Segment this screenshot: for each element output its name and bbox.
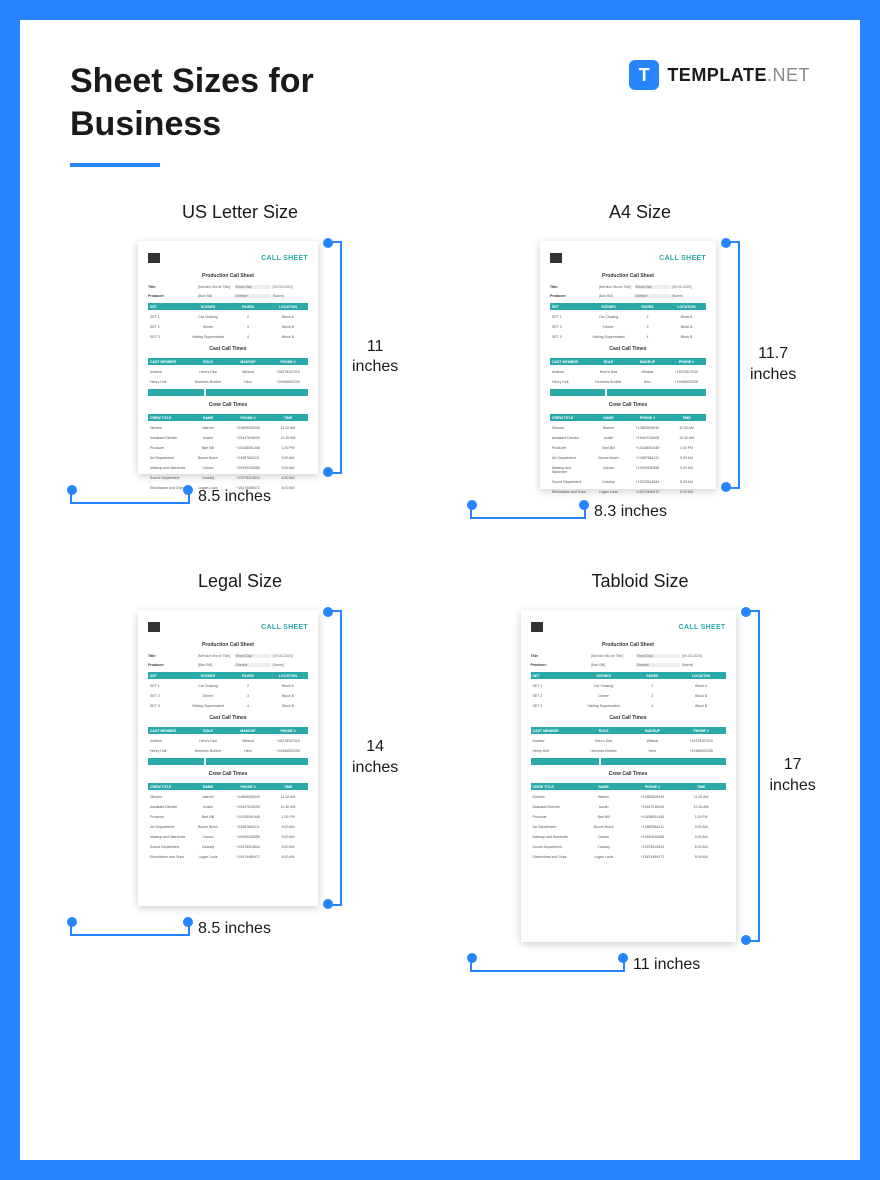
- header: Sheet Sizes forBusiness T TEMPLATE.NET: [70, 60, 810, 167]
- sheet-preview: CALL SHEETProduction Call SheetTitle:[Me…: [138, 241, 318, 474]
- width-label: 8.5 inches: [198, 920, 271, 938]
- brand-logo: T TEMPLATE.NET: [629, 60, 810, 90]
- sheet-preview: CALL SHEETProduction Call SheetTitle:[Me…: [521, 610, 736, 942]
- sheet-size-name: Tabloid Size: [591, 571, 688, 592]
- width-dimension: 11 inches: [470, 956, 700, 974]
- sheet-item: Legal Size CALL SHEETProduction Call She…: [70, 571, 410, 974]
- height-label: 11inches: [348, 337, 402, 379]
- sheet-item: Tabloid Size CALL SHEETProduction Call S…: [470, 571, 810, 974]
- brand-icon: T: [629, 60, 659, 90]
- height-dimension: 14inches: [328, 610, 342, 906]
- title-underline: [70, 163, 160, 167]
- title-block: Sheet Sizes forBusiness: [70, 60, 314, 167]
- sheet-preview: CALL SHEETProduction Call SheetTitle:[Me…: [138, 610, 318, 906]
- height-label: 17inches: [766, 755, 820, 797]
- brand-suffix: .NET: [767, 65, 810, 85]
- height-dimension: 11inches: [328, 241, 342, 474]
- sheet-size-name: US Letter Size: [182, 202, 298, 223]
- width-label: 11 inches: [633, 956, 700, 974]
- height-label: 11.7inches: [746, 344, 800, 386]
- width-dimension: 8.3 inches: [470, 503, 667, 521]
- sheet-item: A4 Size CALL SHEETProduction Call SheetT…: [470, 202, 810, 521]
- width-label: 8.5 inches: [198, 488, 271, 506]
- sheet-preview: CALL SHEETProduction Call SheetTitle:[Me…: [540, 241, 716, 489]
- sheet-size-name: A4 Size: [609, 202, 671, 223]
- sheet-size-name: Legal Size: [198, 571, 282, 592]
- sheets-grid: US Letter Size CALL SHEETProduction Call…: [70, 202, 810, 974]
- height-label: 14inches: [348, 737, 402, 779]
- width-dimension: 8.5 inches: [70, 920, 271, 938]
- infographic-frame: Sheet Sizes forBusiness T TEMPLATE.NET U…: [20, 20, 860, 1160]
- width-label: 8.3 inches: [594, 503, 667, 521]
- height-dimension: 11.7inches: [726, 241, 740, 489]
- page-title: Sheet Sizes forBusiness: [70, 60, 314, 145]
- sheet-item: US Letter Size CALL SHEETProduction Call…: [70, 202, 410, 521]
- height-dimension: 17inches: [746, 610, 760, 942]
- brand-name: TEMPLATE: [667, 65, 767, 85]
- width-dimension: 8.5 inches: [70, 488, 271, 506]
